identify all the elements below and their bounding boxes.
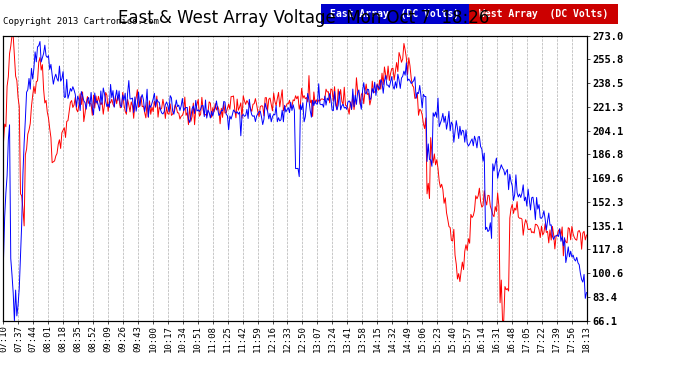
Text: East & West Array Voltage  Mon Oct 7  18:26: East & West Array Voltage Mon Oct 7 18:2…: [118, 9, 489, 27]
Text: East Array  (DC Volts): East Array (DC Volts): [331, 9, 460, 19]
Text: West Array  (DC Volts): West Array (DC Volts): [479, 9, 608, 19]
Text: Copyright 2013 Cartronics.com: Copyright 2013 Cartronics.com: [3, 17, 159, 26]
